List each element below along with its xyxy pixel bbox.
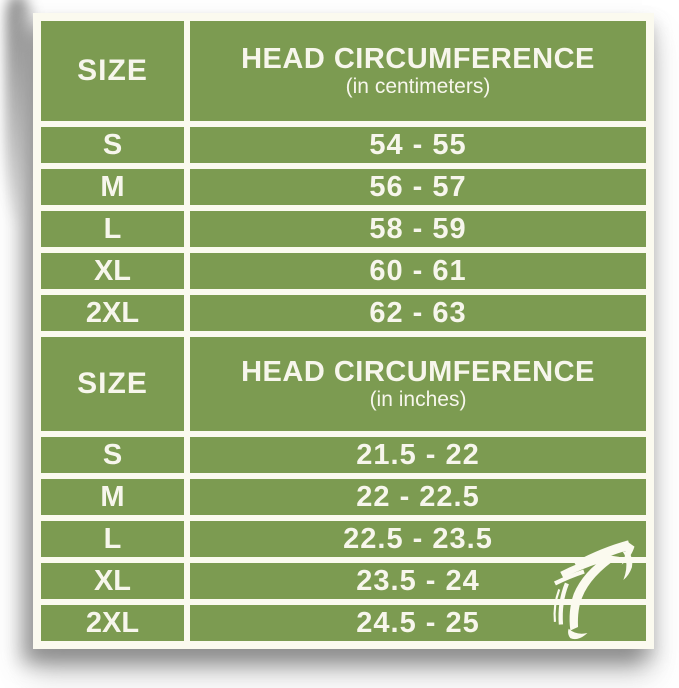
table2-row-xl-range: 23.5 - 24 [190, 563, 646, 599]
table1-measure-unit: (in centimeters) [345, 75, 491, 99]
table1-row-s-size: S [41, 127, 184, 163]
table2-row-s-range: 21.5 - 22 [190, 437, 646, 473]
table1-measure-column-header: HEAD CIRCUMFERENCE (in centimeters) [190, 21, 646, 121]
table2-size-column-header: SIZE [41, 337, 184, 431]
table2-row-m-range: 22 - 22.5 [190, 479, 646, 515]
table1-row-l-size: L [41, 211, 184, 247]
table2-row-xl-size: XL [41, 563, 184, 599]
table2-row-m-size: M [41, 479, 184, 515]
table1-row-2xl-range: 62 - 63 [190, 295, 646, 331]
table1-size-header-label: SIZE [77, 54, 148, 87]
table1-row-xl-size: XL [41, 253, 184, 289]
table1-size-column-header: SIZE [41, 21, 184, 121]
table2-measure-title: HEAD CIRCUMFERENCE [241, 355, 595, 388]
table1-row-2xl-size: 2XL [41, 295, 184, 331]
table2-measure-unit: (in inches) [369, 388, 467, 412]
table1-row-xl-range: 60 - 61 [190, 253, 646, 289]
table2-row-s-size: S [41, 437, 184, 473]
size-tables-grid: SIZE HEAD CIRCUMFERENCE (in centimeters)… [41, 21, 646, 641]
table1-row-s-range: 54 - 55 [190, 127, 646, 163]
table2-row-l-range: 22.5 - 23.5 [190, 521, 646, 557]
size-chart-card: SIZE HEAD CIRCUMFERENCE (in centimeters)… [33, 13, 654, 649]
page-curl-shadow [6, 0, 32, 224]
table1-measure-title: HEAD CIRCUMFERENCE [241, 42, 595, 75]
table2-measure-column-header: HEAD CIRCUMFERENCE (in inches) [190, 337, 646, 431]
table1-row-m-range: 56 - 57 [190, 169, 646, 205]
table1-row-m-size: M [41, 169, 184, 205]
table1-row-l-range: 58 - 59 [190, 211, 646, 247]
table2-size-header-label: SIZE [77, 367, 148, 400]
table2-row-2xl-range: 24.5 - 25 [190, 605, 646, 641]
table2-row-2xl-size: 2XL [41, 605, 184, 641]
table2-row-l-size: L [41, 521, 184, 557]
